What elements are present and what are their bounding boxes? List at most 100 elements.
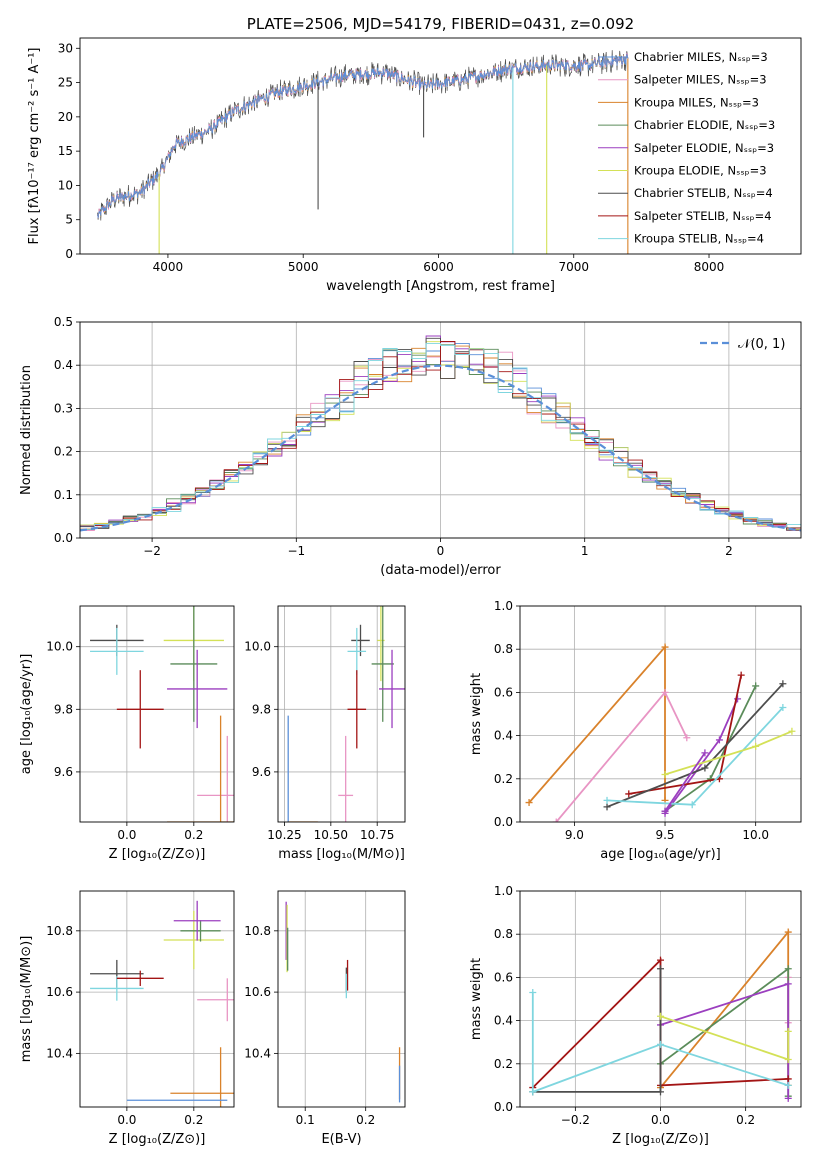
weight-marker — [784, 1055, 792, 1063]
axes-frame — [79, 321, 802, 539]
y-tick-label: 0.3 — [54, 401, 73, 415]
weight-marker — [661, 643, 669, 651]
y-tick-label: 10.0 — [46, 640, 73, 654]
x-tick-label: 10.25 — [267, 828, 301, 842]
mass-vs-EBV-plot-area — [285, 901, 401, 1103]
y-tick-label: 0.2 — [54, 445, 73, 459]
age-vs-Z-panel: 0.0 0.2 9.6 9.8 10.0 Z [log₁₀(Z/Z⊙)] age [log₁… — [19, 605, 235, 862]
weight-marker — [784, 1027, 792, 1035]
age-vs-mass-panel: 10.25 10.50 10.75 9.6 9.8 10.0 mass [log₁₀(M/M… — [244, 605, 406, 862]
weight-marker — [784, 928, 792, 936]
weight-marker — [784, 1081, 792, 1089]
weight-marker — [715, 736, 723, 744]
weight-series-line — [659, 967, 790, 1097]
axes-frame — [519, 605, 802, 823]
residuals-plot-area — [80, 335, 801, 534]
y-axis-label: mass weight — [469, 673, 484, 755]
x-axis-label: (data-model)/error — [380, 563, 501, 578]
legend-entry: Chabrier MILES, Nₛₛₚ=3 — [634, 50, 768, 64]
x-tick-label: 0.2 — [184, 828, 203, 842]
errorbar-point — [347, 670, 367, 749]
y-tick-label: 30 — [58, 41, 73, 55]
x-tick-label: 0.0 — [651, 1113, 670, 1127]
y-tick-label: 9.6 — [252, 765, 271, 779]
mass-vs-EBV-panel: 0.1 0.2 10.4 10.6 10.8 E(B-V) — [244, 890, 406, 1147]
legend-entry: Salpeter MILES, Nₛₛₚ=3 — [634, 73, 767, 87]
weight-marker — [661, 807, 669, 815]
y-tick-label: 10.4 — [244, 1046, 271, 1060]
weight-marker — [657, 956, 664, 964]
legend-entry: Salpeter ELODIE, Nₛₛₚ=3 — [634, 141, 774, 155]
y-tick-label: 10.4 — [46, 1046, 73, 1060]
y-tick-label: 0.6 — [494, 970, 513, 984]
errorbar-point — [167, 649, 228, 729]
mass-vs-Z-plot-area — [90, 900, 234, 1107]
errorbar-point — [197, 978, 234, 1022]
weight-vs-Z-panel: −0.2 0.0 0.2 0.0 0.2 0.4 0.6 0.8 1.0 Z [log₁₀(Z/Z… — [469, 884, 802, 1147]
weight-marker — [657, 965, 664, 973]
weight-marker — [525, 799, 533, 807]
mass-vs-Z-panel: 0.0 0.2 10.4 10.6 10.8 Z [log₁₀(Z/Z⊙)] mass [l… — [19, 890, 235, 1147]
x-tick-label: 10.50 — [314, 828, 348, 842]
y-tick-label: 9.8 — [252, 702, 271, 716]
y-tick-label: 0.0 — [494, 815, 513, 829]
weight-marker — [779, 680, 787, 688]
axes-frame — [79, 37, 802, 255]
y-axis-label: mass [log₁₀(M/M⊙)] — [19, 936, 34, 1063]
weight-marker — [661, 770, 669, 778]
errorbar-point — [338, 735, 354, 822]
y-tick-label: 9.6 — [54, 765, 73, 779]
x-axis-label: Z [log₁₀(Z/Z⊙)] — [612, 1132, 709, 1147]
weight-series-line — [532, 968, 662, 1093]
y-tick-label: 0.5 — [54, 315, 73, 329]
weight-marker — [784, 1075, 792, 1083]
legend-entry: Kroupa STELIB, Nₛₛₚ=4 — [634, 232, 764, 246]
axes-frame — [79, 890, 235, 1108]
weight-marker — [752, 742, 760, 750]
age-vs-Z-plot-area — [90, 606, 234, 822]
x-tick-label: 4000 — [153, 260, 184, 274]
spectrum-legend: Chabrier MILES, Nₛₛₚ=3 Salpeter MILES, Nₛ… — [598, 50, 775, 246]
errorbar-point — [116, 670, 164, 749]
y-tick-label: 1.0 — [494, 884, 513, 898]
weight-series-line — [660, 982, 790, 1099]
weight-series-line — [664, 752, 706, 812]
x-tick-label: 0.0 — [117, 828, 136, 842]
legend-entry: Chabrier STELIB, Nₛₛₚ=4 — [634, 186, 773, 200]
y-tick-label: 0.1 — [54, 488, 73, 502]
errorbar-point — [90, 627, 144, 675]
y-tick-label: 9.8 — [54, 702, 73, 716]
age-vs-mass-plot-area — [287, 606, 405, 822]
x-tick-label: 0.0 — [117, 1113, 136, 1127]
x-axis-label: age [log₁₀(age/yr)] — [600, 847, 721, 862]
x-axis-label: Z [log₁₀(Z/Z⊙)] — [109, 1132, 206, 1147]
legend-entry: Chabrier ELODIE, Nₛₛₚ=3 — [634, 118, 775, 132]
weight-marker — [701, 749, 709, 757]
y-tick-label: 0.2 — [494, 1057, 513, 1071]
spectrum-plot-area — [97, 50, 629, 254]
weight-marker — [657, 1040, 664, 1048]
gaussian-curve — [80, 364, 801, 532]
weight-marker — [752, 682, 760, 690]
errorbar-point — [116, 970, 164, 986]
y-tick-label: 0.6 — [494, 685, 513, 699]
y-axis-label: mass weight — [469, 958, 484, 1040]
x-tick-label: 0.2 — [184, 1113, 203, 1127]
y-tick-label: 10.6 — [244, 985, 271, 999]
errorbar-point — [173, 900, 221, 941]
y-tick-label: 0.2 — [494, 772, 513, 786]
errorbar-point — [197, 735, 234, 822]
y-tick-label: 10.6 — [46, 985, 73, 999]
errorbar-point — [167, 715, 234, 822]
spectrum-series-line — [97, 54, 629, 219]
y-tick-label: 10.8 — [46, 924, 73, 938]
x-tick-label: 0 — [437, 544, 445, 558]
y-tick-label: 20 — [58, 110, 73, 124]
errorbar-point — [371, 606, 394, 722]
axes-frame — [519, 890, 802, 1108]
legend-entry: Kroupa MILES, Nₛₛₚ=3 — [634, 95, 759, 109]
axes-frame — [277, 890, 406, 1108]
y-tick-label: 1.0 — [494, 599, 513, 613]
residuals-panel: −2 −1 0 1 2 0.0 0.1 0.2 0.3 0.4 0.5 (data-model)/er… — [19, 315, 802, 578]
